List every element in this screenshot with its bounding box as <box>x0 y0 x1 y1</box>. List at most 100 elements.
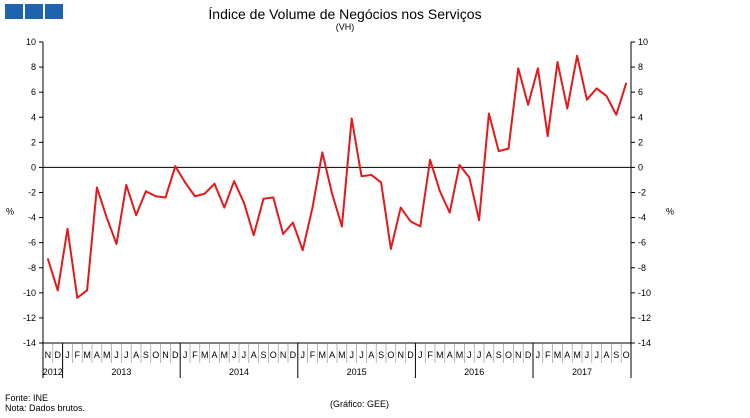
data-point <box>115 243 118 245</box>
y-tick-label-left: -10 <box>23 288 36 298</box>
data-point <box>566 107 569 110</box>
month-label: A <box>133 350 139 360</box>
y-tick-label-right: 4 <box>638 112 643 122</box>
month-label: M <box>103 350 111 360</box>
data-point <box>213 182 216 185</box>
data-point <box>223 206 226 209</box>
data-point <box>556 61 559 63</box>
data-point <box>429 158 431 161</box>
y-tick-label-right: 6 <box>638 87 643 97</box>
y-tick-label-left: 0 <box>31 162 36 172</box>
data-point <box>380 181 382 184</box>
y-tick-label-left: -4 <box>28 213 36 223</box>
month-label: M <box>573 350 581 360</box>
year-label: 2015 <box>347 367 367 377</box>
month-label: A <box>447 350 453 360</box>
data-point <box>56 289 59 292</box>
source-note: Fonte: INE <box>5 393 49 403</box>
month-label: F <box>310 350 316 360</box>
logo-square <box>45 4 63 19</box>
data-point <box>390 248 392 250</box>
data-point <box>586 98 588 101</box>
data-point <box>527 103 529 106</box>
y-tick-label-left: -12 <box>23 313 36 323</box>
month-label: J <box>467 350 472 360</box>
month-label: D <box>172 350 179 360</box>
month-label: J <box>232 350 237 360</box>
month-label: J <box>585 350 590 360</box>
data-point <box>203 192 206 195</box>
month-label: F <box>75 350 81 360</box>
month-label: D <box>290 350 297 360</box>
data-point <box>174 165 177 168</box>
y-tick-label-left: -14 <box>23 338 36 348</box>
month-label: A <box>603 350 609 360</box>
month-label: N <box>515 350 522 360</box>
month-label: M <box>221 350 229 360</box>
data-point <box>595 87 598 90</box>
month-label: M <box>338 350 346 360</box>
data-point <box>135 214 138 216</box>
data-point <box>96 186 98 189</box>
month-label: A <box>368 350 374 360</box>
y-tick-label-right: -8 <box>638 263 646 273</box>
year-label: 2012 <box>43 367 63 377</box>
data-point <box>458 164 461 166</box>
month-label: S <box>496 350 502 360</box>
month-label: A <box>329 350 335 360</box>
data-point <box>125 184 128 186</box>
data-point <box>488 112 490 115</box>
month-label: O <box>152 350 159 360</box>
month-label: M <box>456 350 464 360</box>
y-tick-label-right: -6 <box>638 238 646 248</box>
y-tick-label-left: 10 <box>26 37 36 47</box>
y-tick-label-left: -6 <box>28 238 36 248</box>
month-label: O <box>505 350 512 360</box>
y-tick-label-right: -14 <box>638 338 651 348</box>
data-point <box>370 174 373 176</box>
data-point <box>184 181 187 184</box>
series-line <box>46 54 628 299</box>
month-label: D <box>54 350 61 360</box>
y-tick-label-right: 8 <box>638 62 643 72</box>
month-label: M <box>436 350 444 360</box>
data-point <box>272 196 275 199</box>
month-label: S <box>378 350 384 360</box>
data-point <box>360 175 363 178</box>
month-label: J <box>418 350 423 360</box>
data-point <box>243 201 245 204</box>
month-label: S <box>143 350 149 360</box>
data-point <box>399 206 402 209</box>
month-label: J <box>536 350 541 360</box>
month-label: J <box>242 350 247 360</box>
data-point <box>576 54 578 57</box>
data-point <box>478 219 480 221</box>
logo-square <box>25 4 43 19</box>
month-label: A <box>94 350 100 360</box>
data-note: Nota: Dados brutos. <box>5 403 86 413</box>
data-point <box>86 289 88 292</box>
month-label: A <box>211 350 217 360</box>
month-label: J <box>594 350 599 360</box>
data-point <box>497 150 500 153</box>
month-label: J <box>114 350 119 360</box>
y-tick-label-right: -10 <box>638 288 651 298</box>
month-label: J <box>300 350 305 360</box>
data-point <box>419 225 422 228</box>
data-point <box>546 135 549 137</box>
month-label: O <box>270 350 277 360</box>
month-label: J <box>349 350 354 360</box>
month-label: J <box>359 350 364 360</box>
month-label: M <box>554 350 562 360</box>
data-point <box>625 82 627 85</box>
month-label: J <box>65 350 70 360</box>
month-label: D <box>407 350 414 360</box>
data-point <box>537 67 539 70</box>
month-label: M <box>83 350 91 360</box>
y-tick-label-left: -2 <box>28 188 36 198</box>
data-point <box>605 95 608 97</box>
month-label: J <box>183 350 188 360</box>
y-tick-label-right: 0 <box>638 162 643 172</box>
data-point <box>154 195 157 198</box>
